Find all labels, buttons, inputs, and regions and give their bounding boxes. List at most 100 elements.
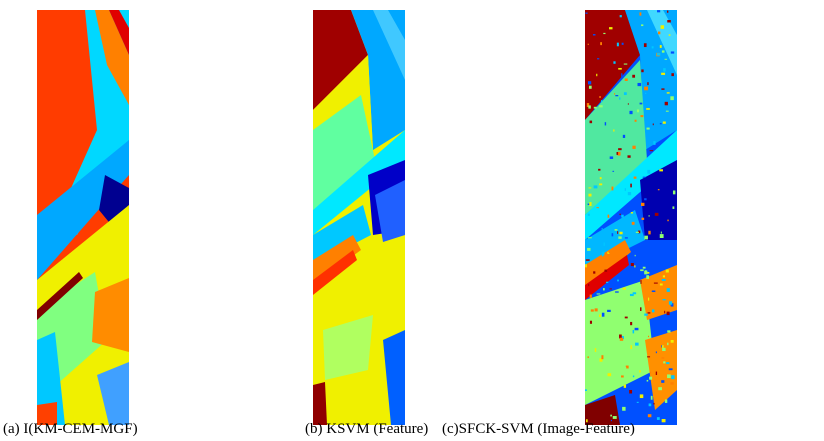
map-region <box>313 382 327 425</box>
map-region <box>597 293 601 294</box>
map-region <box>618 68 622 70</box>
map-region <box>588 237 592 238</box>
map-region <box>620 338 623 341</box>
map-region <box>667 92 670 93</box>
map-region <box>639 12 641 15</box>
caption: (b) KSVM (Feature) <box>305 421 428 437</box>
map-region <box>613 61 615 63</box>
map-region <box>669 34 671 35</box>
map-region <box>648 298 649 301</box>
map-region <box>667 312 670 316</box>
map-region <box>613 416 617 419</box>
map-region <box>625 317 628 319</box>
map-region <box>662 419 666 422</box>
map-region <box>667 11 668 13</box>
map-region <box>624 92 627 95</box>
map-region <box>588 194 591 197</box>
map-region <box>599 105 603 107</box>
map-region <box>625 237 628 238</box>
map-region <box>588 105 591 108</box>
map-region <box>599 96 600 98</box>
map-region <box>599 314 601 317</box>
map-region <box>644 236 648 240</box>
map-region <box>665 102 668 105</box>
map-region <box>597 58 599 59</box>
map-region <box>646 108 650 110</box>
map-region <box>648 231 650 235</box>
map-region <box>609 250 611 253</box>
map-region <box>667 220 668 222</box>
figure: (a) I(KM-CEM-MGF) (b) KSVM (Feature) (c)… <box>0 0 824 441</box>
map-region <box>585 389 587 391</box>
map-region <box>644 43 647 47</box>
map-region <box>596 207 599 208</box>
map-region <box>657 53 661 56</box>
map-region <box>671 340 674 343</box>
map-region <box>643 267 646 269</box>
map-region <box>632 146 635 149</box>
caption: (c)SFCK-SVM (Image-Feature) <box>442 421 635 437</box>
map-region <box>650 148 653 150</box>
classification-map-c <box>585 10 677 425</box>
map-region <box>647 82 648 85</box>
map-region <box>652 46 654 48</box>
map-region <box>619 232 622 235</box>
map-region <box>648 244 651 248</box>
map-region <box>609 288 611 289</box>
map-region <box>590 121 593 124</box>
map-region <box>603 33 605 34</box>
map-region <box>663 361 665 363</box>
map-region <box>653 123 654 125</box>
map-region <box>641 203 644 206</box>
map-region <box>599 183 602 185</box>
map-region <box>621 375 624 377</box>
map-region <box>641 313 645 316</box>
map-region <box>613 129 614 131</box>
map-region <box>589 86 592 89</box>
classification-map-a <box>37 10 129 425</box>
map-region <box>635 120 637 122</box>
map-region <box>606 282 608 283</box>
map-region <box>648 336 649 337</box>
map-region <box>670 96 673 100</box>
map-region <box>623 135 625 138</box>
map-region <box>673 190 675 194</box>
map-region <box>667 374 671 378</box>
map-region <box>598 169 600 171</box>
map-region <box>635 343 639 346</box>
map-region <box>642 390 643 394</box>
map-region <box>621 215 623 218</box>
map-region <box>610 415 612 417</box>
map-region <box>613 257 616 260</box>
map-region <box>644 87 648 91</box>
map-region <box>593 271 595 273</box>
map-region <box>635 328 639 330</box>
map-region <box>619 97 620 99</box>
map-region <box>647 170 650 174</box>
map-region <box>666 269 669 272</box>
map-region <box>596 74 597 76</box>
map-region <box>654 283 658 284</box>
map-region <box>615 229 618 231</box>
map-region <box>647 356 650 357</box>
map-region <box>625 78 628 81</box>
map-region <box>607 310 611 312</box>
map-region <box>658 32 660 35</box>
map-region <box>612 233 614 236</box>
map-region <box>612 171 614 172</box>
map-region <box>671 375 674 379</box>
map-region <box>641 321 642 324</box>
classification-map-b <box>313 10 405 425</box>
map-region <box>632 75 635 78</box>
map-region <box>636 232 639 233</box>
map-region <box>610 156 613 159</box>
map-region <box>669 403 670 404</box>
map-region <box>617 231 618 234</box>
map-region <box>665 399 667 402</box>
map-region <box>665 59 667 60</box>
map-region <box>621 73 622 77</box>
map-region <box>628 103 629 104</box>
map-region <box>662 50 665 52</box>
map-region <box>649 377 652 380</box>
map-region <box>667 20 671 22</box>
